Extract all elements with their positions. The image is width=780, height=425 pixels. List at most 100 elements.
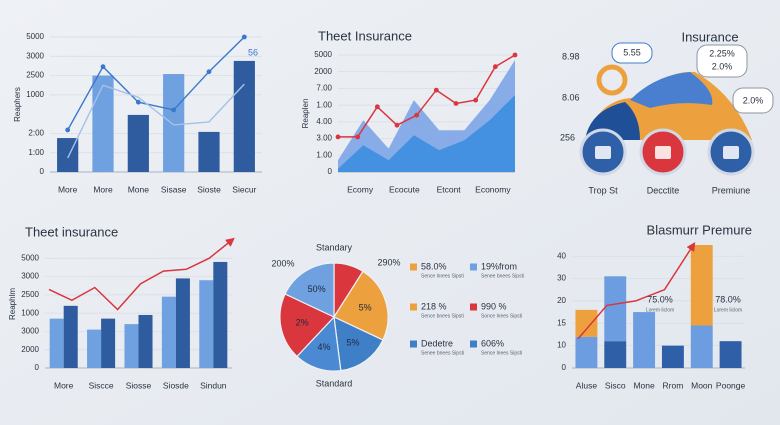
bubble-label: 2.25%: [709, 48, 735, 58]
bar-segment: [633, 312, 656, 368]
x-tick-label: More: [54, 380, 74, 390]
icon: [655, 146, 671, 159]
legend-label: 990 %: [481, 301, 507, 311]
illustration: Insurance 8.98 8.06 256 5.55 2.25% 2.0% …: [560, 29, 774, 195]
x-tick-label: Sisase: [161, 184, 187, 194]
x-tick-label: Sioste: [197, 184, 221, 194]
point: [171, 107, 177, 113]
x-tick-label: Poonge: [716, 380, 746, 390]
point: [453, 101, 459, 106]
bar: [161, 296, 176, 368]
bar: [124, 324, 139, 368]
line: [67, 36, 245, 131]
x-tick-label: Rrom: [663, 380, 684, 390]
bar: [63, 305, 78, 368]
bar-segment: [690, 245, 713, 326]
illustration-title: Insurance: [681, 29, 738, 44]
bar: [199, 280, 214, 368]
annotation-note: Lorem liclom: [646, 307, 674, 313]
line: [48, 237, 235, 311]
legend-note: Sence bnees Sipsti: [421, 313, 464, 319]
x-tick-label: Ecocute: [389, 184, 420, 194]
slice-label: 5%: [347, 338, 360, 348]
point: [135, 99, 141, 105]
y-tick-label: 3000: [21, 272, 39, 281]
point: [492, 64, 498, 70]
y-tick-label: 5000: [314, 50, 332, 59]
bar: [233, 60, 255, 172]
legend-note: Sence lnrees Sipsti: [421, 273, 464, 279]
bar: [127, 114, 149, 172]
x-tick-label: Siosse: [126, 380, 152, 390]
bar: [92, 75, 114, 172]
bar-segment: [604, 341, 627, 368]
slice-label: 2%: [296, 317, 309, 327]
y-tick-label: 3000: [21, 327, 39, 336]
legend-label: 19%from: [481, 261, 517, 271]
point: [100, 64, 106, 70]
bar: [175, 278, 190, 368]
y-tick-label: 2500: [21, 290, 39, 299]
bar-segment: [690, 325, 713, 368]
y-tick-label: 10: [557, 341, 566, 350]
y-tick-label: 5000: [26, 32, 44, 41]
x-tick-label: Mone: [633, 380, 655, 390]
point: [394, 122, 400, 128]
x-tick-label: Etcont: [437, 184, 462, 194]
y-axis-label: Reaphlm: [8, 288, 17, 320]
y-tick-label: 40: [557, 251, 566, 260]
annotation: 56: [248, 47, 258, 57]
legend-swatch: [410, 340, 417, 348]
x-tick-label: Siosde: [163, 380, 189, 390]
x-tick-label: Economy: [475, 184, 511, 194]
bubble: [732, 87, 774, 114]
pie-slice: [333, 315, 384, 372]
bar-segment: [575, 336, 598, 368]
y-tick-label: 0: [40, 167, 45, 176]
pie-slice: [279, 293, 336, 358]
point: [241, 34, 247, 40]
hill-blue: [630, 72, 713, 108]
line: [577, 241, 696, 340]
bubble-label: 5.55: [623, 47, 641, 57]
bar: [138, 314, 153, 368]
y-tick-label: 15: [557, 318, 566, 327]
bar-segment: [575, 309, 598, 337]
bar: [87, 329, 102, 368]
chart-title: Theet Insurance: [318, 28, 412, 43]
point: [512, 52, 518, 58]
slice-label: 50%: [308, 284, 326, 294]
legend-swatch: [470, 340, 477, 348]
y-tick-label: 5000: [21, 253, 39, 262]
legend-swatch: [470, 263, 477, 271]
bar-segment: [661, 345, 684, 368]
bubble: [696, 44, 748, 78]
x-tick-label: Siecur: [232, 184, 256, 194]
area: [338, 95, 515, 172]
chart-title: Standary: [316, 242, 353, 252]
y-axis-label: Reaplen: [301, 99, 310, 129]
ring: [596, 64, 628, 96]
x-tick-label: More: [93, 184, 113, 194]
x-tick-label: Sisco: [605, 380, 626, 390]
legend-swatch: [410, 263, 417, 271]
annotation: 290%: [377, 257, 400, 267]
x-tick-label: Moon: [691, 380, 713, 390]
point: [433, 87, 439, 93]
x-tick-label: Siscce: [89, 380, 114, 390]
bar-segment: [719, 341, 742, 368]
bar: [213, 261, 228, 368]
y-tick-label: 3000: [26, 51, 44, 60]
bar: [49, 318, 64, 368]
y-tick-label: 0: [562, 363, 567, 372]
legend-label: Dedetre: [421, 338, 453, 348]
slice-label: 4%: [317, 342, 330, 352]
x-tick-label: Sindun: [200, 380, 227, 390]
icon-label: Decctite: [647, 185, 680, 195]
legend-note: Sonce lnees Sipsti: [481, 313, 522, 319]
y-tick-label: 2000: [314, 67, 332, 76]
bar: [163, 74, 185, 172]
y-tick-label: 2500: [26, 71, 44, 80]
legend-label: 606%: [481, 338, 504, 348]
y-tick-label: 4.00: [316, 117, 332, 126]
